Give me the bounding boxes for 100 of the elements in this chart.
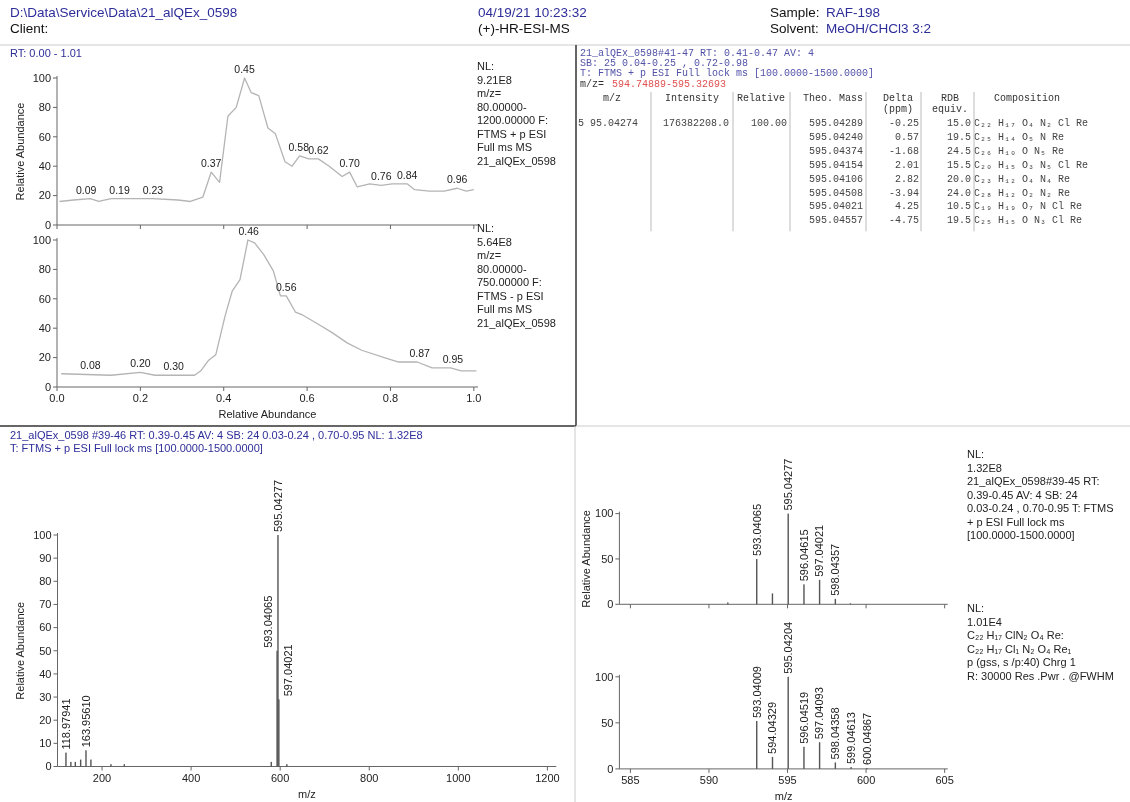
text: 595.04508 (808, 187, 863, 199)
annotation: 163.95610 (79, 695, 92, 748)
text: 595.04021 (808, 201, 863, 213)
text: 100.00 (750, 118, 787, 129)
text: -3.94 (888, 187, 919, 199)
annotation: m/z= (477, 87, 502, 99)
text: C₁₉ H₁₉ O₇ N Cl Re (974, 201, 1083, 213)
annotation: 599.04613 (844, 712, 857, 765)
text: 595.04289 (808, 118, 863, 129)
annotation: 0.96 (446, 173, 468, 186)
y-tick-label: 0 (44, 218, 51, 231)
y-tick-label: 0 (607, 598, 614, 611)
x-tick-label: 0.4 (216, 392, 232, 404)
text: 19.5 (946, 131, 971, 143)
annotation: 593.04065 (750, 503, 763, 556)
text: C₂₂ H₁₇ ClN₂ O₄ Re: (967, 629, 1064, 641)
text: 24.5 (946, 145, 971, 157)
text: C₂₃ H₁₂ O₄ N₄ Re (974, 173, 1071, 185)
text: C₂₀ H₁₅ O₃ N₅ Cl Re (974, 159, 1089, 171)
text: 176382208.0 (662, 118, 729, 129)
text: 595.04374 (808, 145, 863, 157)
text: 15.5 (946, 159, 971, 171)
annotation: 0.20 (130, 357, 151, 370)
x-axis-title: m/z (298, 788, 316, 800)
x-tick-label: 600 (856, 773, 876, 786)
annotation: 0.62 (308, 143, 329, 156)
x-tick-label: 600 (271, 771, 290, 784)
x-tick-label: 1200 (535, 771, 560, 784)
text: p (gss, s /p:40) Chrg 1 (967, 656, 1076, 668)
text: NL: (967, 448, 985, 460)
text: Theo. Mass (802, 93, 864, 104)
annotation: 0.08 (80, 358, 101, 371)
text: NL: (477, 60, 495, 72)
text: [100.0000-1500.0000] (967, 529, 1075, 541)
text: Intensity (664, 93, 720, 104)
annotation: FTMS - p ESI (477, 289, 544, 302)
annotation: 595.04204 (782, 621, 795, 674)
annotation: 1200.00000 F: (477, 114, 548, 126)
text: NL: (967, 602, 985, 614)
annotation: Full ms MS (477, 303, 532, 315)
text: 4.25 (894, 201, 919, 213)
text: 595.04106 (808, 173, 863, 185)
x-tick-label: 200 (92, 771, 112, 784)
text: Solvent: (770, 21, 819, 36)
y-tick-label: 20 (38, 189, 51, 202)
y-tick-label: 10 (39, 737, 52, 750)
text: 19.5 (946, 215, 971, 227)
x-tick-label: 0.0 (49, 392, 65, 404)
x-tick-label: 0.2 (132, 392, 149, 404)
y-tick-label: 100 (32, 233, 51, 246)
y-tick-label: 0 (607, 762, 614, 775)
y-tick-label: 70 (39, 598, 52, 611)
y-tick-label: 80 (39, 575, 52, 588)
text: MeOH/CHCl3 3:2 (826, 21, 932, 36)
text: C₂₈ H₁₂ O₂ N₂ Re (974, 187, 1071, 199)
y-tick-label: 90 (39, 552, 52, 564)
y-axis-title: Relative Abundance (14, 601, 26, 700)
annotation: 595.04277 (782, 458, 795, 511)
annotation: 0.84 (396, 168, 418, 181)
annotation: 597.04093 (813, 687, 826, 740)
y-tick-label: 100 (595, 670, 614, 683)
annotation: 600.04867 (860, 712, 873, 765)
annotation: 0.46 (238, 225, 260, 237)
x-tick-label: 595 (778, 773, 797, 786)
text: 1.32E8 (967, 461, 1002, 474)
chart-title: 21_alQEx_0598 #39-46 RT: 0.39-0.45 AV: 4 SB: 24 0.03-0.24 , 0.70-0.95 NL: 1.32E8 (10, 429, 423, 441)
y-tick-label: 20 (39, 714, 52, 727)
text: -1.68 (888, 145, 919, 157)
text: 24.0 (946, 187, 971, 199)
text: 5 95.04274 (578, 118, 639, 129)
y-tick-label: 60 (39, 621, 52, 634)
text: RDB equiv. (931, 93, 969, 115)
annotation: 9.21E8 (477, 73, 512, 86)
annotation: m/z= (477, 249, 502, 261)
annotation: 0.30 (163, 360, 185, 373)
annotation: 21_alQEx_0598 (477, 316, 556, 329)
text: 595.04557 (808, 215, 863, 227)
text: (+)-HR-ESI-MS (478, 21, 570, 36)
text: -0.25 (888, 118, 919, 129)
text: Composition (993, 93, 1061, 104)
annotation: 0.76 (371, 170, 392, 183)
annotation: 593.04009 (750, 666, 763, 719)
y-tick-label: 30 (39, 690, 52, 703)
annotation: 21_alQEx_0598 (477, 154, 556, 167)
x-tick-label: 585 (621, 773, 640, 786)
x-axis-title: m/z (774, 790, 793, 802)
annotation: 595.04277 (271, 480, 284, 532)
x-tick-label: 1000 (446, 771, 471, 784)
text: 595.04154 (808, 159, 863, 171)
annotation: 750.00000 F: (477, 276, 542, 288)
y-tick-label: 50 (601, 716, 614, 729)
text: Delta (ppm) (882, 93, 914, 115)
text: R: 30000 Res .Pwr . @FWHM (967, 669, 1114, 682)
annotation: 594.04329 (766, 701, 779, 754)
y-tick-label: 20 (38, 351, 51, 364)
x-tick-label: 1.0 (466, 392, 482, 404)
text: D:\Data\Service\Data\21_alQEx_0598 (10, 5, 238, 20)
y-axis-title: Relative Abundance (14, 102, 26, 201)
text: 20.0 (946, 173, 971, 185)
annotation: NL: (477, 222, 495, 234)
